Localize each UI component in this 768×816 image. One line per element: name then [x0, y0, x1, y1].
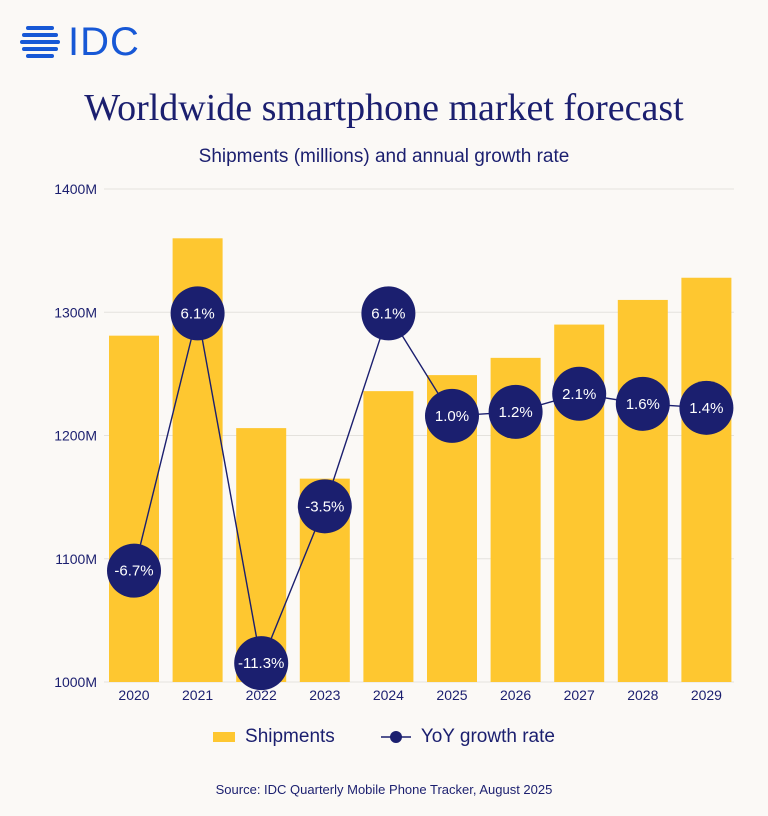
y-tick-label: 1200M — [54, 428, 97, 444]
legend-item-growth: YoY growth rate — [380, 726, 555, 748]
dot-growth-2021 — [170, 286, 225, 341]
line-series — [133, 311, 707, 666]
data-label-growth-2021: 6.1% — [180, 305, 214, 322]
source-note: Source: IDC Quarterly Mobile Phone Track… — [215, 782, 553, 797]
dot-growth-2024 — [361, 286, 416, 341]
x-tick-label: 2022 — [246, 687, 277, 703]
y-tick-label: 1400M — [54, 181, 97, 197]
data-label-growth-2027: 2.1% — [562, 386, 596, 403]
dot-growth-2020 — [107, 543, 161, 598]
globe-icon — [20, 26, 60, 58]
legend-swatch-shipments — [213, 732, 236, 742]
dot-growth-2027 — [552, 366, 607, 421]
bar-shipments-2029 — [681, 277, 732, 682]
combo-chart: -6.7% 6.1% -11.3% -3.5% 6.1% 1.0% 1.2% 2.1% 1.6%… — [54, 181, 734, 703]
data-label-growth-2025: 1.0% — [435, 408, 469, 425]
dot-growth-2025 — [425, 388, 479, 443]
legend-label-shipments: Shipments — [245, 726, 335, 747]
y-tick-label: 1300M — [54, 304, 97, 320]
x-tick-label: 2027 — [564, 687, 595, 703]
idc-logo: IDC — [20, 22, 140, 62]
x-tick-label: 2020 — [118, 687, 149, 703]
legend-item-shipments: Shipments — [213, 726, 335, 748]
bar-shipments-2028 — [617, 299, 668, 682]
x-tick-label: 2025 — [436, 687, 467, 703]
x-tick-label: 2023 — [309, 687, 340, 703]
data-label-growth-2024: 6.1% — [371, 305, 405, 322]
logo-text: IDC — [68, 20, 140, 64]
dot-growth-2022 — [234, 636, 289, 691]
y-tick-label: 1100M — [55, 551, 97, 567]
bar-shipments-2024 — [363, 391, 414, 682]
legend-label-growth: YoY growth rate — [420, 726, 555, 747]
y-axis: 1400M 1300M 1200M 1100M 1000M — [54, 181, 97, 690]
data-label-growth-2026: 1.2% — [498, 404, 532, 421]
x-tick-label: 2028 — [627, 687, 658, 703]
line-growth-rate — [133, 311, 707, 666]
x-tick-label: 2021 — [182, 687, 213, 703]
dot-growth-2028 — [615, 376, 670, 431]
x-tick-label: 2026 — [500, 687, 531, 703]
y-tick-label: 1000M — [54, 674, 97, 690]
x-axis: 2020 2021 2022 2023 2024 2025 2026 2027 2028 2029 — [118, 687, 722, 703]
data-label-growth-2029: 1.4% — [689, 400, 723, 417]
data-label-growth-2023: -3.5% — [305, 498, 344, 515]
x-tick-label: 2029 — [691, 687, 722, 703]
dot-growth-2023 — [297, 479, 352, 534]
dot-growth-2026 — [488, 384, 543, 439]
data-label-growth-2020: -6.7% — [114, 563, 153, 580]
data-label-growth-2028: 1.6% — [626, 396, 660, 413]
dot-growth-2029 — [679, 380, 734, 435]
dot-series: -6.7% 6.1% -11.3% -3.5% 6.1% 1.0% 1.2% 2.1% 1.6%… — [107, 286, 734, 691]
x-tick-label: 2024 — [373, 687, 404, 703]
data-label-growth-2022: -11.3% — [238, 655, 284, 672]
legend-marker-growth — [380, 731, 411, 743]
chart-title: Worldwide smartphone market forecast — [84, 87, 684, 129]
chart-subtitle: Shipments (millions) and annual growth r… — [198, 146, 570, 167]
bar-shipments-2020 — [109, 335, 159, 682]
legend: Shipments YoY growth rate — [0, 726, 768, 748]
